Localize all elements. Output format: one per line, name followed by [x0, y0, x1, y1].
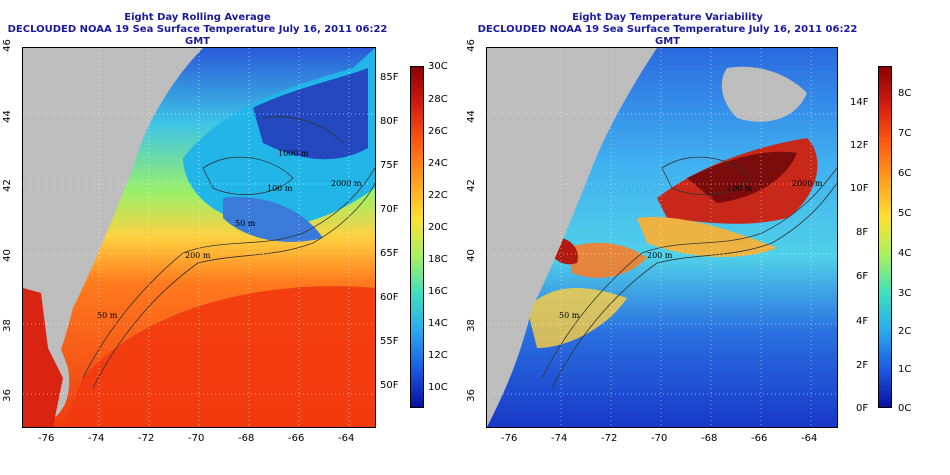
left-x-tick-66: -66 — [288, 433, 305, 444]
right-contour-label-2: 200 m — [647, 251, 673, 260]
left-y-tick-38: 38 — [1, 319, 13, 332]
left-contour-label-4: 200 m — [185, 251, 211, 260]
left-contour-label-3: 50 m — [235, 219, 256, 228]
right-x-tick-72: -72 — [601, 433, 618, 444]
left-title: Eight Day Rolling Average DECLOUDED NOAA… — [0, 12, 395, 48]
right-cbar-f-5: 4F — [856, 316, 869, 327]
left-x-tick-70: -70 — [188, 433, 205, 444]
right-cbar-c-3: 5C — [898, 208, 912, 219]
left-contour-label-5: 50 m — [97, 311, 118, 320]
right-x-tick-70: -70 — [651, 433, 668, 444]
right-cbar-f-7: 0F — [856, 403, 869, 414]
left-x-tick-74: -74 — [88, 433, 105, 444]
left-cbar-f-3: 70F — [380, 204, 399, 215]
right-cbar-c-6: 2C — [898, 326, 912, 337]
right-contour-label-3: 50 m — [559, 311, 580, 320]
right-y-tick-38: 38 — [465, 319, 477, 332]
left-cbar-c-0: 30C — [428, 61, 448, 72]
left-x-tick-76: -76 — [38, 433, 55, 444]
right-title-line1: Eight Day Temperature Variability — [572, 12, 763, 23]
left-y-tick-36: 36 — [1, 389, 13, 402]
left-y-tick-42: 42 — [1, 179, 13, 192]
left-cbar-c-3: 24C — [428, 158, 448, 169]
left-colorbar — [410, 66, 424, 408]
left-contour-label-1: 100 m — [267, 184, 293, 193]
right-x-tick-76: -76 — [501, 433, 518, 444]
right-cbar-f-1: 12F — [850, 140, 869, 151]
left-cbar-c-8: 14C — [428, 318, 448, 329]
right-cbar-c-1: 7C — [898, 128, 912, 139]
left-cbar-c-4: 22C — [428, 190, 448, 201]
left-contour-label-0: 1000 m — [278, 149, 309, 158]
right-cbar-c-2: 6C — [898, 168, 912, 179]
right-contour-label-0: 2000 m — [792, 179, 823, 188]
right-x-tick-68: -68 — [701, 433, 718, 444]
left-y-tick-46: 46 — [1, 39, 13, 52]
left-cbar-c-7: 16C — [428, 286, 448, 297]
left-x-tick-68: -68 — [238, 433, 255, 444]
right-cbar-f-6: 2F — [856, 360, 869, 371]
right-x-tick-64: -64 — [801, 433, 818, 444]
left-contour-label-2: 2000 m — [331, 179, 362, 188]
right-cbar-c-4: 4C — [898, 248, 912, 259]
left-sst-map: 1000 m 100 m 2000 m 50 m 200 m 50 m — [23, 48, 375, 427]
left-cbar-c-5: 20C — [428, 222, 448, 233]
left-title-line2: DECLOUDED NOAA 19 Sea Surface Temperatur… — [7, 24, 388, 47]
left-cbar-f-4: 65F — [380, 248, 399, 259]
right-x-tick-66: -66 — [751, 433, 768, 444]
left-title-line1: Eight Day Rolling Average — [124, 12, 271, 23]
left-cbar-f-6: 55F — [380, 336, 399, 347]
right-map: 2000 m 100 m 200 m 50 m — [486, 47, 838, 428]
right-cbar-c-0: 8C — [898, 88, 912, 99]
right-title: Eight Day Temperature Variability DECLOU… — [470, 12, 865, 48]
left-cbar-c-1: 28C — [428, 94, 448, 105]
left-cbar-f-5: 60F — [380, 292, 399, 303]
left-y-tick-40: 40 — [1, 249, 13, 262]
right-variability-map: 2000 m 100 m 200 m 50 m — [487, 48, 837, 427]
right-cbar-c-5: 3C — [898, 288, 912, 299]
right-cbar-f-0: 14F — [850, 97, 869, 108]
left-cbar-c-9: 12C — [428, 350, 448, 361]
right-y-tick-44: 44 — [465, 110, 477, 123]
left-y-tick-44: 44 — [1, 110, 13, 123]
right-y-tick-36: 36 — [465, 389, 477, 402]
right-cbar-c-8: 0C — [898, 403, 912, 414]
left-cbar-f-7: 50F — [380, 380, 399, 391]
right-colorbar — [878, 66, 892, 408]
right-y-tick-40: 40 — [465, 249, 477, 262]
left-cbar-c-2: 26C — [428, 126, 448, 137]
right-y-tick-46: 46 — [465, 39, 477, 52]
right-cbar-f-3: 8F — [856, 227, 869, 238]
left-cbar-c-10: 10C — [428, 382, 448, 393]
right-contour-label-1: 100 m — [727, 184, 753, 193]
left-map: 1000 m 100 m 2000 m 50 m 200 m 50 m — [22, 47, 376, 428]
right-y-tick-42: 42 — [465, 179, 477, 192]
right-title-line2: DECLOUDED NOAA 19 Sea Surface Temperatur… — [477, 24, 858, 47]
left-x-tick-64: -64 — [338, 433, 355, 444]
right-cbar-c-7: 1C — [898, 364, 912, 375]
left-cbar-f-1: 80F — [380, 116, 399, 127]
left-x-tick-72: -72 — [138, 433, 155, 444]
right-x-tick-74: -74 — [551, 433, 568, 444]
right-cbar-f-4: 6F — [856, 271, 869, 282]
left-cbar-c-6: 18C — [428, 254, 448, 265]
right-cbar-f-2: 10F — [850, 183, 869, 194]
left-cbar-f-2: 75F — [380, 160, 399, 171]
left-cbar-f-0: 85F — [380, 72, 399, 83]
